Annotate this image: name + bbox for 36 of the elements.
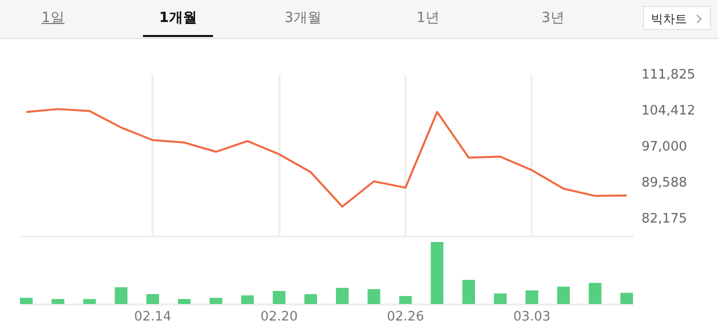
- bar: [588, 282, 602, 304]
- text: 1개월: [158, 9, 198, 27]
- bar: [368, 289, 380, 304]
- text: 빅차트: [651, 12, 687, 26]
- bar: [526, 290, 538, 304]
- text: 3년: [540, 9, 566, 27]
- bar: [241, 295, 254, 304]
- y-tick-label: 89,588: [642, 175, 687, 190]
- bar: [336, 288, 349, 304]
- bar: [52, 299, 64, 304]
- bar: [462, 280, 476, 304]
- bar: [304, 294, 318, 304]
- text: 1일: [40, 9, 66, 27]
- bar: [83, 299, 96, 304]
- bar: [178, 299, 191, 304]
- y-tick-label: 97,000: [642, 139, 687, 154]
- bar: [114, 287, 128, 304]
- bar: [399, 296, 412, 304]
- x-tick-label: 02.14: [134, 310, 172, 324]
- bar: [272, 290, 286, 304]
- bar: [20, 298, 33, 304]
- x-tick-label: 03.03: [513, 310, 550, 324]
- x-tick-label: 02.26: [386, 310, 424, 324]
- text: 3개월: [284, 9, 322, 27]
- y-tick-label: 104,412: [642, 103, 696, 118]
- bar: [494, 293, 507, 304]
- bar: [430, 242, 444, 304]
- bar: [146, 294, 160, 304]
- y-tick-label: 111,825: [642, 68, 696, 82]
- line-series: [25, 108, 628, 208]
- bar: [210, 298, 222, 304]
- x-tick-label: 02.20: [260, 310, 298, 324]
- text: 1년: [416, 9, 440, 27]
- bar: [620, 292, 633, 304]
- bar: [557, 286, 570, 304]
- y-tick-label: 82,175: [642, 211, 687, 226]
